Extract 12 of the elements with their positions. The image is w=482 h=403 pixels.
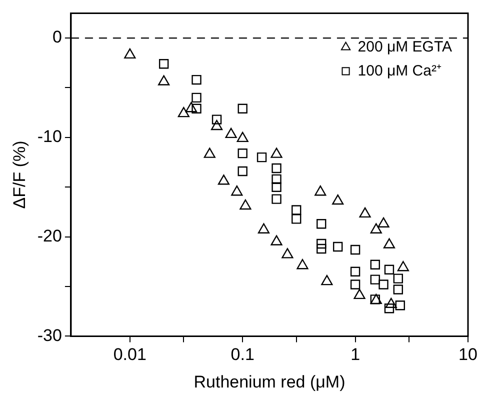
x-axis-title: Ruthenium red (μM) [194,372,346,392]
legend-label: 200 μM EGTA [358,38,452,56]
y-tick-label: 0 [52,28,62,47]
legend-label: 100 μM Ca²⁺ [358,62,442,80]
x-tick-label: 0.01 [113,345,146,364]
y-tick-label: -20 [37,226,62,246]
x-tick-label: 1 [350,345,360,364]
y-tick-label: -30 [37,326,62,345]
x-tick-label: 0.1 [230,345,254,364]
y-axis-title: ΔF/F (%) [10,140,29,209]
x-tick-label: 10 [458,345,478,364]
y-tick-label: -10 [37,127,62,146]
